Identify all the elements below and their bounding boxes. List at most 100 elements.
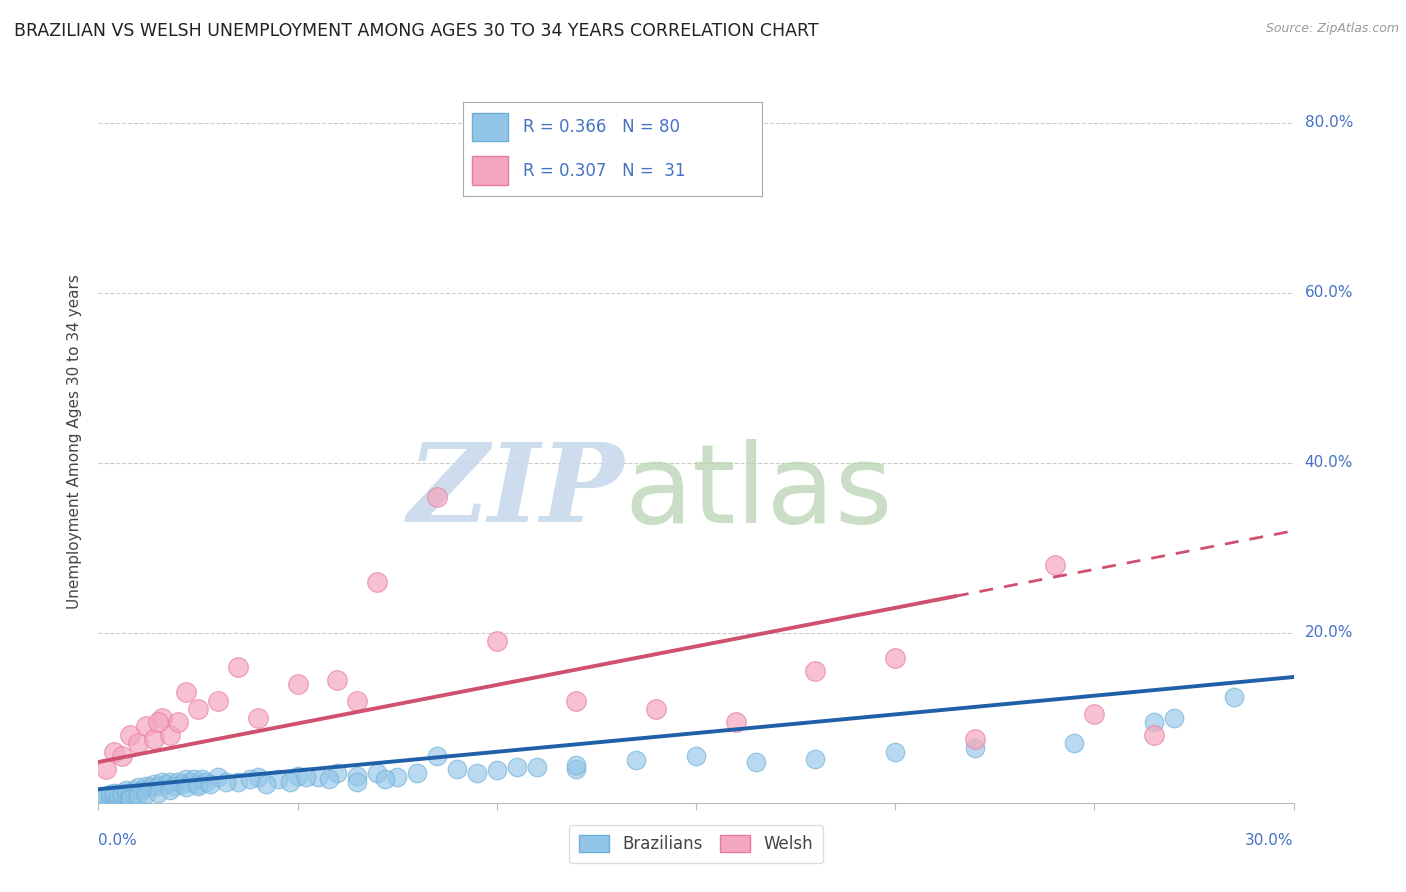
Point — [172, 777, 194, 791]
Point — [111, 749, 134, 764]
Point — [198, 777, 221, 791]
Text: ZIP: ZIP — [408, 438, 624, 546]
Point — [127, 780, 149, 795]
Point — [318, 772, 340, 786]
Point — [426, 490, 449, 504]
Point — [91, 791, 114, 805]
Point — [1063, 736, 1085, 750]
Point — [565, 762, 588, 776]
Text: 30.0%: 30.0% — [1246, 833, 1294, 848]
Point — [124, 787, 146, 801]
Point — [626, 753, 648, 767]
Point — [155, 777, 177, 791]
Point — [159, 774, 181, 789]
Point — [526, 760, 548, 774]
Point — [385, 770, 409, 784]
Point — [506, 760, 529, 774]
Point — [167, 714, 190, 729]
Text: 60.0%: 60.0% — [1305, 285, 1353, 301]
Point — [111, 789, 134, 803]
Point — [215, 774, 238, 789]
Point — [115, 783, 138, 797]
Point — [139, 780, 162, 795]
Point — [685, 749, 707, 764]
Point — [366, 766, 388, 780]
Point — [150, 774, 173, 789]
Text: Source: ZipAtlas.com: Source: ZipAtlas.com — [1265, 22, 1399, 36]
Text: 40.0%: 40.0% — [1305, 455, 1353, 470]
Point — [107, 791, 129, 805]
Point — [465, 766, 488, 780]
Text: BRAZILIAN VS WELSH UNEMPLOYMENT AMONG AGES 30 TO 34 YEARS CORRELATION CHART: BRAZILIAN VS WELSH UNEMPLOYMENT AMONG AG… — [14, 22, 818, 40]
Point — [127, 786, 149, 800]
Point — [187, 779, 209, 793]
Text: 20.0%: 20.0% — [1305, 625, 1353, 640]
Point — [163, 779, 186, 793]
Point — [191, 772, 214, 786]
Point — [278, 774, 301, 789]
Point — [131, 783, 153, 797]
Point — [127, 789, 149, 803]
Point — [246, 770, 269, 784]
Point — [724, 714, 747, 729]
Point — [120, 728, 142, 742]
Point — [963, 740, 986, 755]
Point — [426, 749, 449, 764]
Point — [254, 777, 277, 791]
Point — [326, 766, 349, 780]
Point — [174, 772, 197, 786]
Point — [346, 769, 368, 783]
Legend: Brazilians, Welsh: Brazilians, Welsh — [569, 825, 823, 863]
Point — [1083, 706, 1105, 721]
Point — [287, 769, 309, 783]
Point — [374, 772, 396, 786]
Point — [1223, 690, 1246, 704]
Point — [107, 787, 129, 801]
Point — [120, 789, 142, 803]
Point — [103, 745, 125, 759]
Point — [804, 751, 827, 765]
Point — [207, 694, 229, 708]
Point — [804, 664, 827, 678]
Point — [127, 736, 149, 750]
Point — [98, 791, 122, 805]
Point — [485, 634, 508, 648]
Point — [346, 774, 368, 789]
Point — [135, 779, 157, 793]
Text: atlas: atlas — [624, 439, 893, 546]
Point — [103, 789, 125, 803]
Point — [1163, 711, 1185, 725]
Point — [267, 772, 290, 786]
Point — [135, 719, 157, 733]
Point — [287, 677, 309, 691]
Point — [239, 772, 262, 786]
Point — [187, 702, 209, 716]
Point — [195, 774, 218, 789]
Point — [124, 783, 146, 797]
Point — [1143, 728, 1166, 742]
Point — [148, 779, 170, 793]
Point — [485, 764, 508, 778]
Point — [143, 732, 166, 747]
Point — [179, 774, 201, 789]
Point — [150, 711, 173, 725]
Point — [159, 783, 181, 797]
Point — [346, 694, 368, 708]
Point — [326, 673, 349, 687]
Point — [167, 774, 190, 789]
Point — [135, 787, 157, 801]
Point — [963, 732, 986, 747]
Point — [565, 757, 588, 772]
Point — [96, 789, 118, 803]
Point — [148, 714, 170, 729]
Point — [406, 766, 429, 780]
Point — [111, 786, 134, 800]
Y-axis label: Unemployment Among Ages 30 to 34 years: Unemployment Among Ages 30 to 34 years — [67, 274, 83, 609]
Point — [565, 694, 588, 708]
Point — [120, 791, 142, 805]
Point — [183, 772, 205, 786]
Point — [207, 770, 229, 784]
Point — [294, 770, 316, 784]
Point — [115, 787, 138, 801]
Point — [159, 728, 181, 742]
